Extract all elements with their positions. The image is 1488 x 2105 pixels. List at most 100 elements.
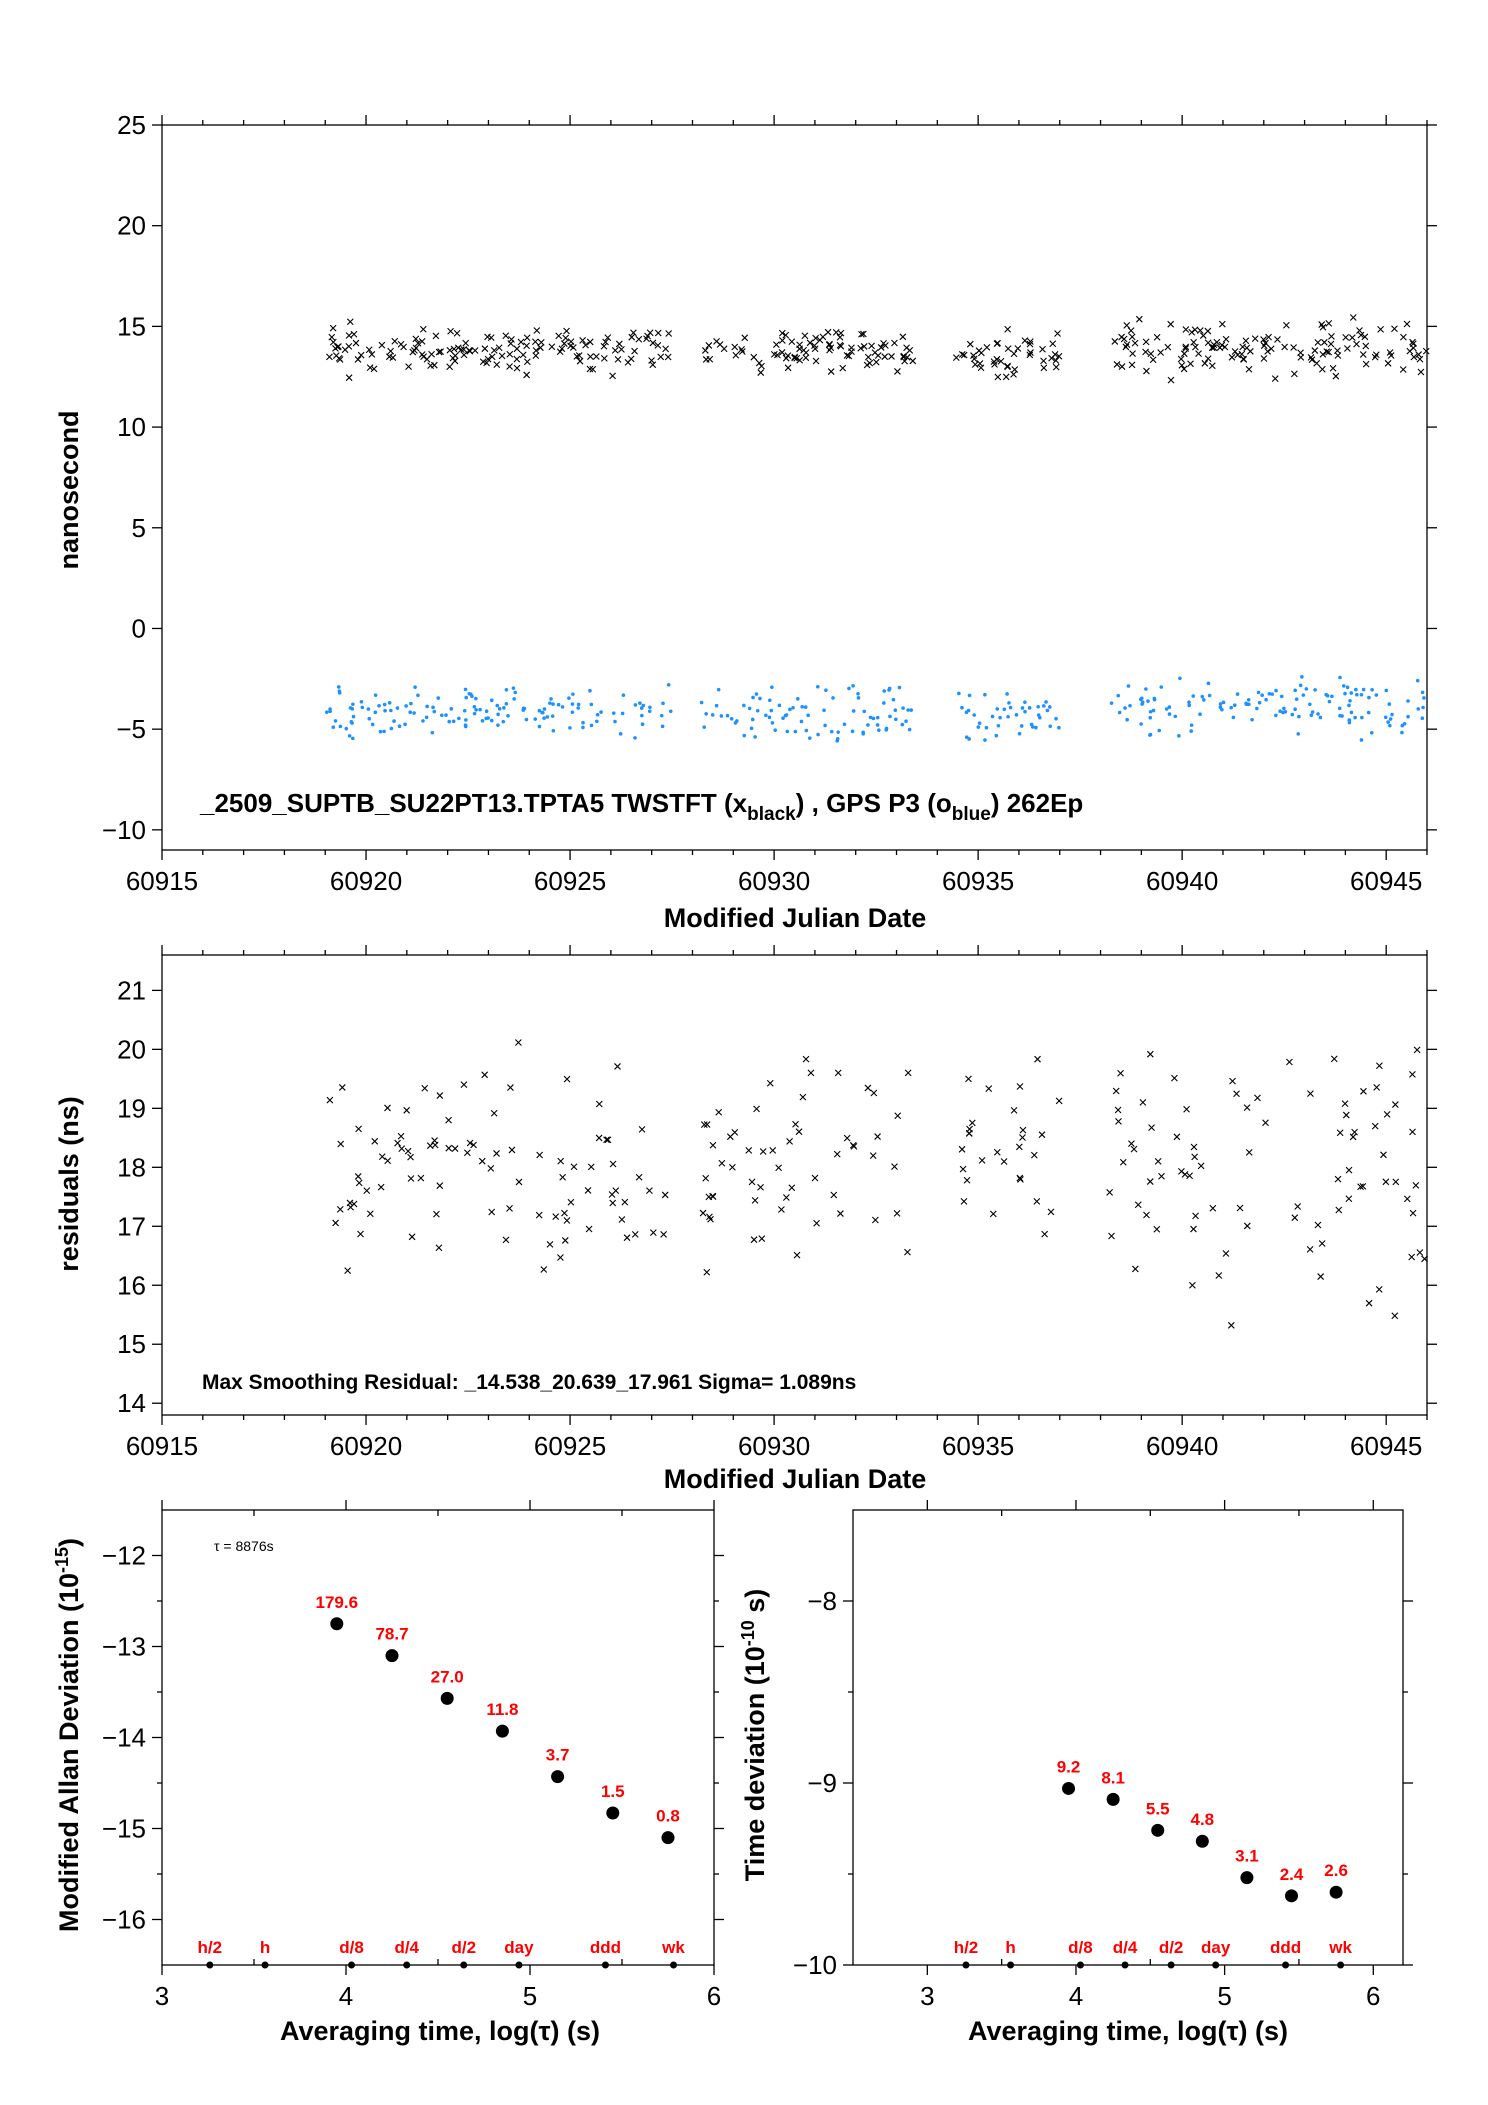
data-point-x [350,330,358,338]
interval-mark [1007,1961,1015,1969]
data-point-x [1416,1249,1424,1256]
data-point-dot [464,695,468,700]
data-point-x [705,342,713,349]
data-point-dot [373,710,378,715]
data-point-dot [570,710,575,715]
point-value-label: 5.5 [1146,1799,1170,1818]
data-point-dot [742,703,746,708]
data-point-x [1106,1188,1114,1196]
x-tick-label: 60920 [330,866,402,896]
data-point-x [563,327,570,335]
data-point-dot [960,705,964,710]
data-point-x [1325,348,1333,356]
data-point-dot [1045,708,1050,713]
data-point-x [891,339,898,347]
data-point-x [1409,1128,1416,1136]
data-point-dot [1278,709,1282,714]
data-point-x [586,338,594,346]
data-point-x [423,355,431,363]
data-point-dot [1007,701,1011,705]
data-point-x [453,329,461,337]
data-point-dot [1117,710,1122,715]
data-point-dot [998,715,1002,720]
data-point-dot [796,696,800,701]
data-point-x [1245,1149,1253,1156]
data-point-dot [424,715,429,720]
data-point-x [1359,1183,1367,1190]
data-point-dot [397,724,402,729]
data-point-dot [618,732,623,736]
data-point-dot [976,725,981,729]
data-point-x [1410,353,1418,361]
data-point-x [1114,1106,1122,1114]
data-point-x [1327,340,1335,348]
data-point-dot [1300,675,1304,679]
data-point-dot [1264,697,1268,702]
data-point-x [540,1266,548,1273]
data-point-x [664,353,672,361]
data-point-x [1178,361,1186,369]
data-point-dot [1139,697,1143,702]
data-point-dot [537,708,542,713]
data-point-dot [581,725,585,730]
y-tick-label: 15 [117,1329,146,1359]
data-point-dot [1020,706,1025,710]
data-point-dot [457,716,461,721]
data-point-dot [1047,705,1052,709]
data-point-dot [524,717,529,722]
data-point-x [1383,1110,1391,1118]
data-point-dot [1330,694,1334,699]
data-point-x [1386,349,1394,356]
data-point-dot [1235,692,1240,696]
data-point-x [1251,335,1259,342]
data-point-x [546,1240,554,1248]
data-point-x [532,347,540,354]
data-point-x [1019,1126,1027,1134]
point-value-label: 1.5 [601,1782,625,1801]
interval-label: d/2 [1159,1938,1184,1957]
data-point-dot [589,723,594,728]
data-point-dot [747,706,752,711]
data-point-x [1313,359,1321,367]
interval-mark [601,1961,609,1969]
data-point-x [1153,333,1161,341]
data-point-dot [770,721,775,725]
data-point-dot [1189,723,1194,727]
data-point-x [1264,347,1272,355]
data-point-x [1413,1046,1421,1054]
data-point-dot [478,707,482,712]
data-point-x [575,352,583,359]
data-point-x [811,342,818,350]
data-point-dot [1343,691,1347,696]
data-point-dot [1370,687,1374,692]
data-point-x [397,340,405,348]
data-point-dot [1349,691,1354,695]
data-point-x [1204,355,1212,363]
data-point-x [1243,1222,1251,1230]
data-point-x [1294,1203,1302,1210]
data-point-dot [751,695,755,700]
data-point-dot [994,733,999,738]
data-point-dot [1309,713,1314,718]
data-point-x [741,334,749,342]
data-point-x [366,1210,374,1218]
data-point-dot [463,724,468,729]
data-point-dot [862,709,867,714]
data-point-x [513,355,521,363]
data-point-x [631,1230,639,1238]
data-point-x [495,344,503,352]
data-point-x [1240,356,1248,363]
data-point-dot [611,711,616,715]
data-point-dot [1256,690,1261,695]
data-point-x [1117,1069,1124,1077]
data-point-dot [710,713,715,717]
data-point-dot [350,707,355,711]
data-point-x [1403,1195,1411,1203]
data-point-x [909,357,917,365]
data-point-x [750,1236,758,1244]
data-point-x [1040,357,1047,365]
data-point-dot [1260,693,1264,698]
data-point-x [378,1153,386,1161]
data-point-x [611,346,619,354]
